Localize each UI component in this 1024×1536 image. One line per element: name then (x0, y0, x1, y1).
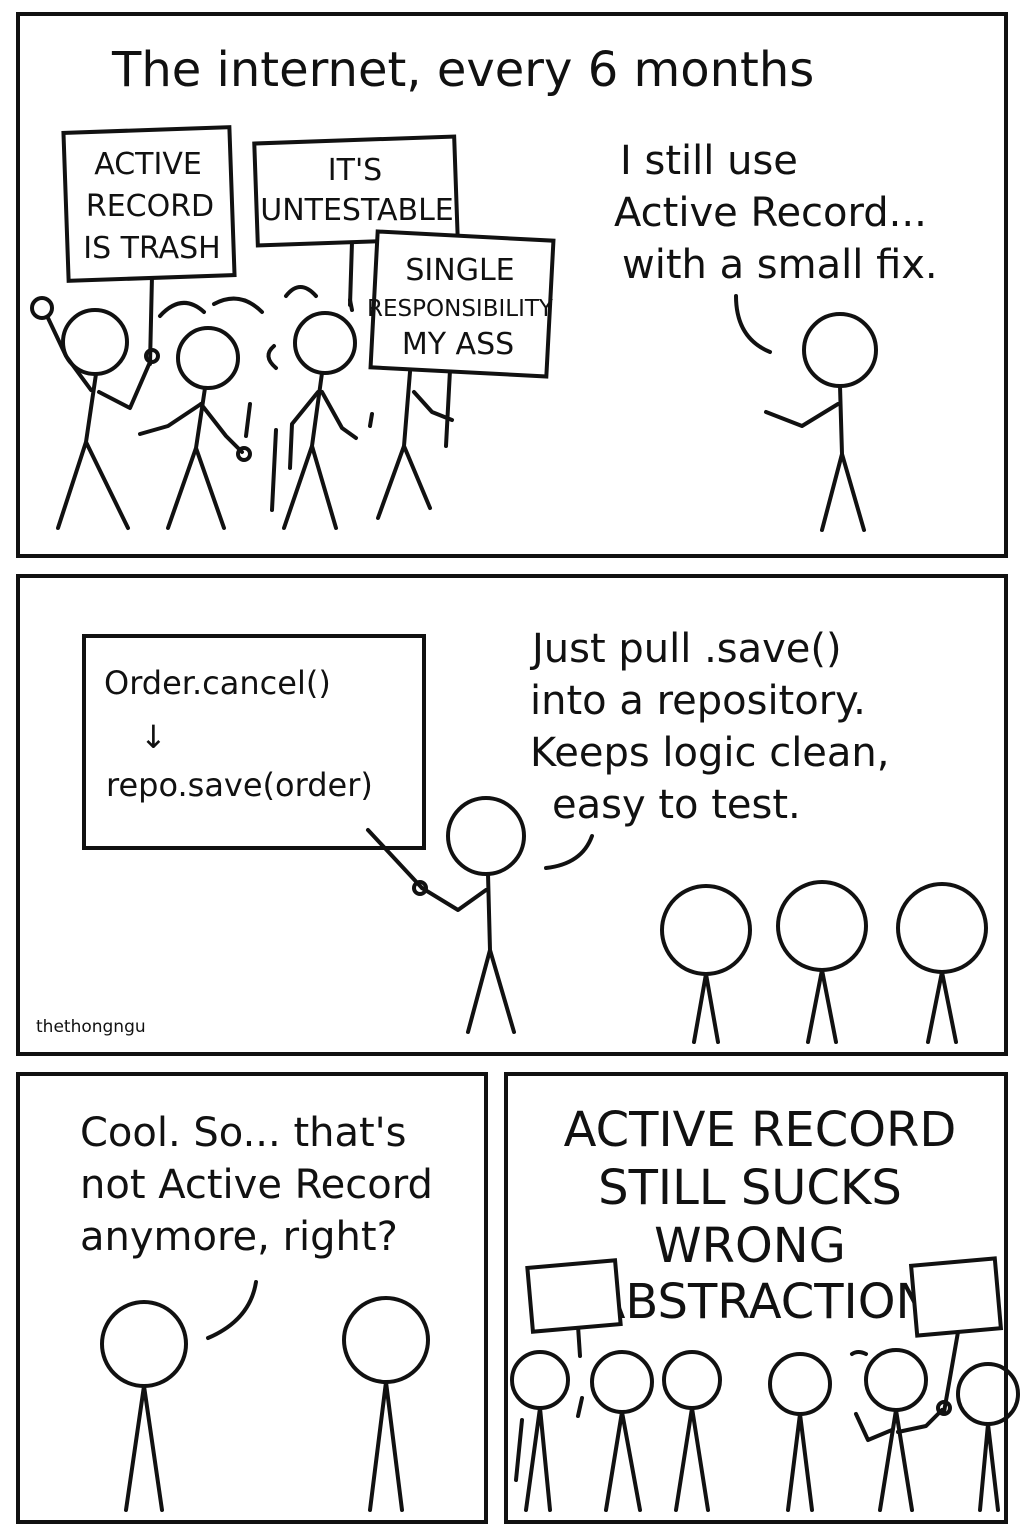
whiteboard: Order.cancel() ↓ repo.save(order) (82, 634, 426, 850)
sign-3-line-3: MY ASS (402, 327, 514, 362)
panel-1-speech-line-3: with a small fix. (622, 242, 938, 288)
shout-line-2: STILL SUCKS (598, 1160, 902, 1216)
protester-2 (138, 285, 318, 530)
protester-1 (30, 296, 160, 530)
panel-4: ACTIVE RECORD STILL SUCKS WRONG ABSTRACT… (504, 1072, 1020, 1524)
board-line-1: Order.cancel() (104, 664, 331, 702)
panel-3-speech-line-1: Cool. So... that's (80, 1110, 407, 1156)
crowd-figure-1 (510, 1350, 570, 1512)
blank-sign-right (908, 1256, 1004, 1414)
board-line-2: repo.save(order) (106, 766, 373, 804)
panel-2-speech-line-4: easy to test. (552, 782, 801, 828)
shout-line-1: ACTIVE RECORD (564, 1102, 957, 1158)
audience-figure-1 (660, 884, 752, 1044)
panel-1: The internet, every 6 months ACTIVE RECO… (16, 12, 1008, 558)
sign-1-line-2: RECORD (86, 189, 214, 224)
speaker-figure (734, 294, 878, 532)
board-arrow: ↓ (140, 718, 167, 756)
shout-line-4: ABSTRACTION (593, 1274, 932, 1330)
crowd-figure-4 (768, 1352, 832, 1512)
panel-1-caption: The internet, every 6 months (111, 42, 814, 98)
audience-figure-2 (776, 880, 868, 1044)
panel-3-speech-line-2: not Active Record (80, 1162, 433, 1208)
panel-2: Order.cancel() ↓ repo.save(order) Just p… (16, 574, 1008, 1056)
sign-1-line-1: ACTIVE (94, 147, 202, 182)
protest-sign-3: SINGLE RESPONSIBILITY MY ASS (367, 229, 556, 448)
panel-1-speech-line-2: Active Record... (614, 190, 927, 236)
sign-2-line-1: IT'S (328, 153, 382, 188)
crowd-figure-6 (956, 1362, 1020, 1512)
crowd-figure-5 (850, 1348, 952, 1512)
shout-line-3: WRONG (654, 1218, 846, 1274)
audience-figure-3 (896, 882, 988, 1044)
blank-sign-left (525, 1258, 623, 1358)
presenter-figure (366, 796, 594, 1034)
crowd-figure-3 (662, 1350, 722, 1512)
asker-figure (100, 1280, 258, 1512)
protest-sign-2: IT'S UNTESTABLE (252, 134, 460, 307)
listener-figure (342, 1296, 430, 1512)
sign-3-line-1: SINGLE (405, 253, 514, 288)
protester-3 (270, 298, 374, 530)
panel-2-speech-line-1: Just pull .save() (529, 626, 842, 672)
sign-1-line-3: IS TRASH (83, 231, 221, 266)
panel-2-speech-line-3: Keeps logic clean, (530, 730, 890, 776)
panel-2-speech-line-2: into a repository. (530, 678, 866, 724)
sign-3-line-2: RESPONSIBILITY (367, 296, 554, 322)
panel-3-speech-line-3: anymore, right? (80, 1214, 398, 1260)
panel-3: Cool. So... that's not Active Record any… (16, 1072, 488, 1524)
sign-2-line-2: UNTESTABLE (260, 193, 454, 228)
artist-credit: thethongngu (36, 1017, 146, 1037)
panel-1-speech-line-1: I still use (620, 138, 798, 184)
protester-4 (376, 370, 454, 520)
crowd-figure-2 (576, 1350, 654, 1512)
